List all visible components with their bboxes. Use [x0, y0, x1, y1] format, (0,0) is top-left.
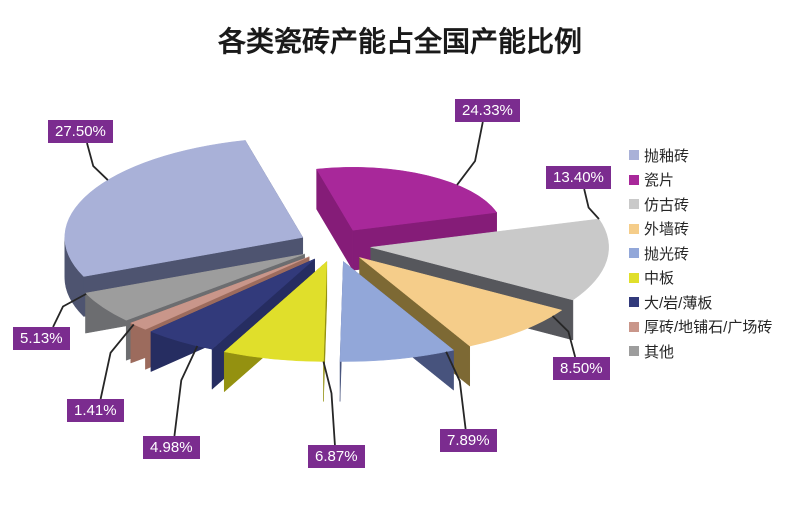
legend-item-5: 中板: [629, 269, 772, 287]
legend-label: 其他: [644, 343, 675, 361]
legend-swatch: [629, 174, 639, 185]
legend-label: 仿古砖: [644, 196, 690, 214]
legend-label: 厚砖/地铺石/广场砖: [644, 319, 773, 336]
legend-swatch: [629, 321, 639, 332]
leader-line: [173, 345, 199, 437]
legend-label: 大/岩/薄板: [644, 294, 713, 312]
legend-swatch: [629, 150, 639, 160]
legend-label: 抛光砖: [644, 245, 690, 263]
legend-label: 瓷片: [644, 172, 675, 189]
leader-line: [583, 188, 600, 220]
legend: 抛釉砖瓷片仿古砖外墙砖抛光砖中板大/岩/薄板厚砖/地铺石/广场砖 其他: [629, 146, 772, 361]
legend-swatch: [629, 199, 639, 209]
leader-line: [322, 361, 336, 446]
leader-line: [551, 315, 577, 358]
legend-swatch: [629, 346, 639, 356]
legend-item-1: 瓷片: [629, 171, 772, 189]
legend-item-0: 抛釉砖: [629, 146, 772, 165]
legend-item-6: 大/岩/薄板: [629, 293, 772, 312]
legend-swatch: [629, 248, 639, 258]
legend-label: 外墙砖: [644, 221, 690, 238]
legend-item-7: 厚砖/地铺石/广场砖: [629, 318, 772, 336]
pie-slice-4: [339, 261, 455, 402]
legend-swatch: [629, 297, 639, 307]
leader-line: [86, 142, 109, 181]
leader-line: [99, 323, 135, 400]
legend-swatch: [629, 223, 639, 234]
legend-item-8: 其他: [629, 342, 772, 361]
legend-swatch: [629, 272, 639, 283]
legend-label: 抛釉砖: [644, 147, 690, 165]
legend-item-2: 仿古砖: [629, 195, 772, 214]
legend-item-3: 外墙砖: [629, 220, 772, 238]
legend-label: 中板: [644, 270, 675, 287]
chart-title: 各类瓷砖产能占全国产能比例: [217, 26, 582, 57]
leader-line: [52, 293, 87, 328]
legend-item-4: 抛光砖: [629, 244, 772, 263]
leader-line: [456, 121, 484, 186]
leader-line: [445, 351, 467, 430]
